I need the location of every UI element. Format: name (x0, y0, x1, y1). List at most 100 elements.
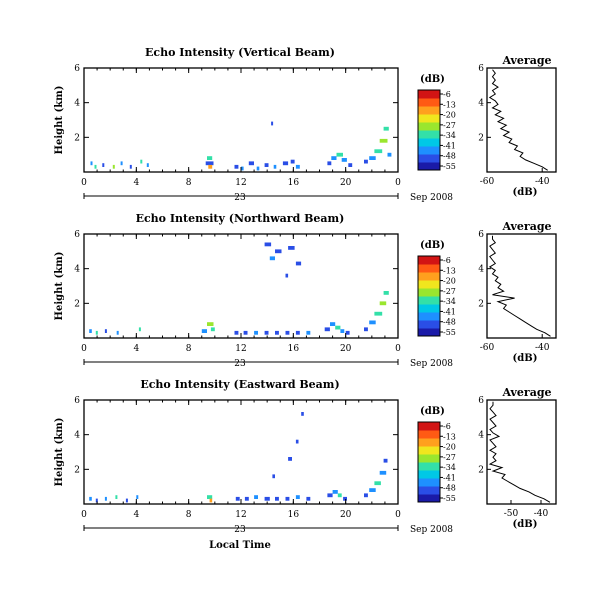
average-x-tick-label: -50 (504, 509, 519, 519)
echo-cell (364, 493, 368, 498)
average-x-tick-label: -60 (480, 177, 495, 187)
average-profile-line (488, 69, 548, 171)
echo-cell (210, 327, 215, 332)
average-y-tick-label: 2 (478, 299, 484, 309)
colorbar-tick-label: -41 (443, 307, 456, 316)
colorbar-tick-label: -6 (443, 90, 451, 99)
echo-cell (89, 329, 92, 333)
colorbar-swatch (418, 446, 440, 455)
echo-cell (379, 470, 387, 475)
x-tick-label: 0 (81, 510, 87, 520)
echo-cell (340, 329, 345, 333)
echo-cell (205, 161, 214, 166)
echo-cell (374, 149, 383, 154)
heatmap-panel-0: 0 4 8 12 16 20 0 2 4 6 -6-13 -20-27-34-41 -48-55 2 4 6 -… (74, 64, 557, 199)
echo-cell (335, 325, 341, 330)
echo-cell (254, 330, 258, 335)
average-x-tick-label: -40 (535, 177, 550, 187)
colorbar-swatch (418, 438, 440, 447)
average-profile-line (488, 235, 551, 337)
colorbar-swatch (418, 288, 440, 297)
x-tick-label: 12 (235, 178, 246, 188)
panel-title: Echo Intensity (Eastward Beam) (140, 378, 339, 391)
colorbar-tick-label: -27 (443, 453, 456, 462)
echo-cell (306, 330, 311, 335)
panel-vertical: Echo Intensity (Vertical Beam) Height (k… (54, 46, 552, 203)
x-tick-label: 20 (340, 178, 352, 188)
colorbar-swatch (418, 312, 440, 321)
colorbar-frame (417, 421, 441, 503)
echo-cell (112, 164, 115, 169)
echo-cell (244, 496, 249, 501)
colorbar-tick-label: -55 (443, 162, 456, 171)
colorbar-swatch (418, 422, 440, 431)
echo-cell (95, 330, 98, 335)
y-tick-label: 2 (74, 299, 80, 309)
x-tick-label: 0 (81, 344, 87, 354)
echo-cell (136, 495, 139, 499)
echo-cell (207, 495, 213, 499)
echo-cell (264, 242, 272, 247)
colorbar-tick-label: -34 (443, 131, 456, 140)
y-tick-label: 6 (74, 230, 80, 240)
x-tick-label: 0 (395, 178, 401, 188)
echo-cell (94, 164, 97, 169)
echo-cell (138, 327, 141, 332)
colorbar-swatch (418, 494, 440, 503)
heatmap-panel-2: 0 4 8 12 16 20 0 2 4 6 -6-13 -20-27-34-41 -48-55 2 4 6 -… (74, 396, 557, 531)
y-tick-label: 2 (74, 133, 80, 143)
colorbar-tick-label: -6 (443, 422, 451, 431)
echo-cell (387, 152, 392, 157)
x-tick-label: 8 (186, 510, 192, 520)
echo-cell (254, 495, 258, 499)
colorbar-swatch (418, 320, 440, 329)
x-tick-label: 16 (288, 510, 300, 520)
colorbar-swatch (418, 98, 440, 107)
colorbar-swatch (418, 328, 440, 337)
echo-cell (275, 330, 279, 335)
x-tick-label: 20 (340, 344, 352, 354)
x-tick-label: 0 (81, 178, 87, 188)
echo-cell (330, 322, 336, 326)
colorbar-swatch (418, 430, 440, 439)
x-tick-label: 16 (288, 344, 300, 354)
colorbar-tick-label: -55 (443, 494, 456, 503)
average-y-tick-label: 4 (478, 99, 484, 109)
echo-cell (129, 164, 132, 169)
echo-cell (295, 261, 302, 266)
echo-cell (290, 159, 295, 164)
echo-cell (273, 164, 277, 169)
panel-title: Echo Intensity (Northward Beam) (136, 212, 345, 225)
echo-cell (272, 474, 275, 479)
echo-cell (201, 329, 207, 333)
x-tick-label: 12 (235, 510, 246, 520)
colorbar-tick-label: -34 (443, 463, 456, 472)
colorbar-swatch (418, 486, 440, 495)
echo-cell (327, 161, 332, 166)
echo-cell (295, 164, 300, 169)
colorbar-tick-label: -20 (443, 111, 456, 120)
colorbar-swatch (418, 146, 440, 155)
echo-cell (120, 161, 123, 166)
echo-cell (295, 439, 299, 444)
x-tick-label: 8 (186, 178, 192, 188)
x-tick-label: 8 (186, 344, 192, 354)
echo-cell (235, 496, 240, 501)
echo-cell (275, 249, 282, 254)
echo-cell (209, 498, 213, 503)
echo-cell (125, 498, 128, 503)
average-x-tick-label: -40 (534, 509, 549, 519)
echo-cell (271, 121, 274, 126)
y-tick-label: 4 (74, 265, 80, 275)
panel-title: Echo Intensity (Vertical Beam) (145, 46, 335, 59)
echo-cell (256, 166, 260, 171)
average-y-tick-label: 6 (478, 396, 484, 406)
colorbar-tick-label: -27 (443, 121, 456, 130)
colorbar-swatch (418, 296, 440, 305)
date-label: Sep 2008 (410, 193, 453, 203)
colorbar-swatch (418, 256, 440, 265)
echo-cell (115, 495, 118, 499)
colorbar-tick-label: -20 (443, 443, 456, 452)
y-axis-label: Height (km) (54, 86, 65, 155)
colorbar-swatch (418, 130, 440, 139)
